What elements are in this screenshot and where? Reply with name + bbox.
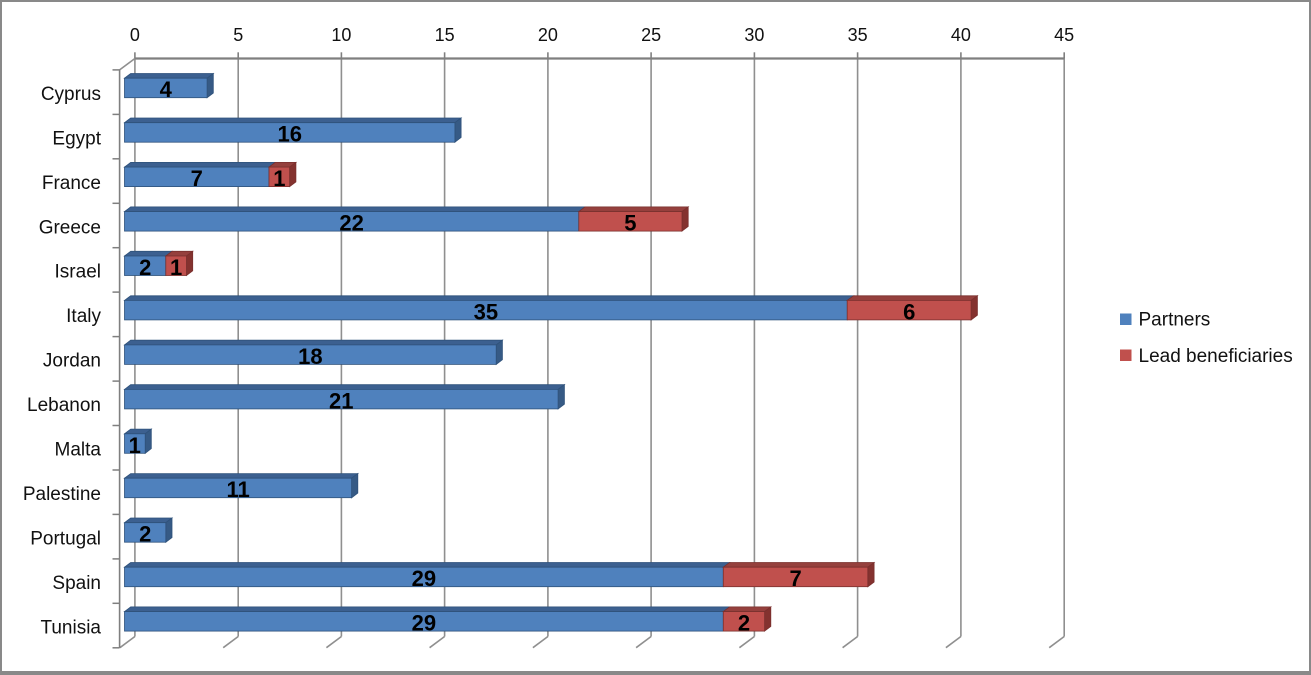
svg-text:Lebanon: Lebanon [27,395,101,416]
svg-text:Tunisia: Tunisia [40,617,101,638]
svg-text:30: 30 [744,25,764,45]
svg-text:France: France [42,173,101,194]
svg-text:45: 45 [1054,25,1074,45]
svg-text:7: 7 [191,166,203,191]
svg-text:10: 10 [331,25,351,45]
svg-text:25: 25 [641,25,661,45]
svg-text:20: 20 [538,25,558,45]
svg-text:Italy: Italy [66,306,101,327]
svg-text:11: 11 [226,477,249,502]
svg-text:Israel: Israel [55,262,101,283]
svg-text:Greece: Greece [39,217,101,238]
svg-text:22: 22 [339,211,363,236]
svg-text:7: 7 [789,566,801,591]
svg-text:2: 2 [738,611,750,636]
svg-text:6: 6 [903,299,915,324]
svg-text:35: 35 [848,25,868,45]
svg-text:29: 29 [412,611,436,636]
svg-text:1: 1 [273,166,285,191]
svg-text:Partners: Partners [1139,310,1211,331]
svg-text:18: 18 [298,344,322,369]
svg-text:Malta: Malta [55,440,102,461]
svg-text:Egypt: Egypt [52,128,101,149]
svg-text:2: 2 [139,255,151,280]
svg-text:Portugal: Portugal [30,528,101,549]
svg-text:21: 21 [329,388,353,413]
svg-text:15: 15 [435,25,455,45]
svg-text:2: 2 [139,522,151,547]
svg-text:Lead beneficiaries: Lead beneficiaries [1139,346,1293,367]
svg-text:40: 40 [951,25,971,45]
svg-text:1: 1 [129,433,141,458]
svg-text:1: 1 [170,255,182,280]
svg-text:Cyprus: Cyprus [41,84,101,105]
svg-text:Palestine: Palestine [23,484,101,505]
svg-text:29: 29 [412,566,436,591]
svg-text:5: 5 [624,211,636,236]
svg-text:Spain: Spain [52,573,101,594]
svg-text:Jordan: Jordan [43,351,101,372]
svg-text:16: 16 [277,122,301,147]
svg-text:4: 4 [160,77,173,102]
svg-text:5: 5 [233,25,243,45]
svg-text:0: 0 [130,25,140,45]
svg-text:35: 35 [474,299,498,324]
